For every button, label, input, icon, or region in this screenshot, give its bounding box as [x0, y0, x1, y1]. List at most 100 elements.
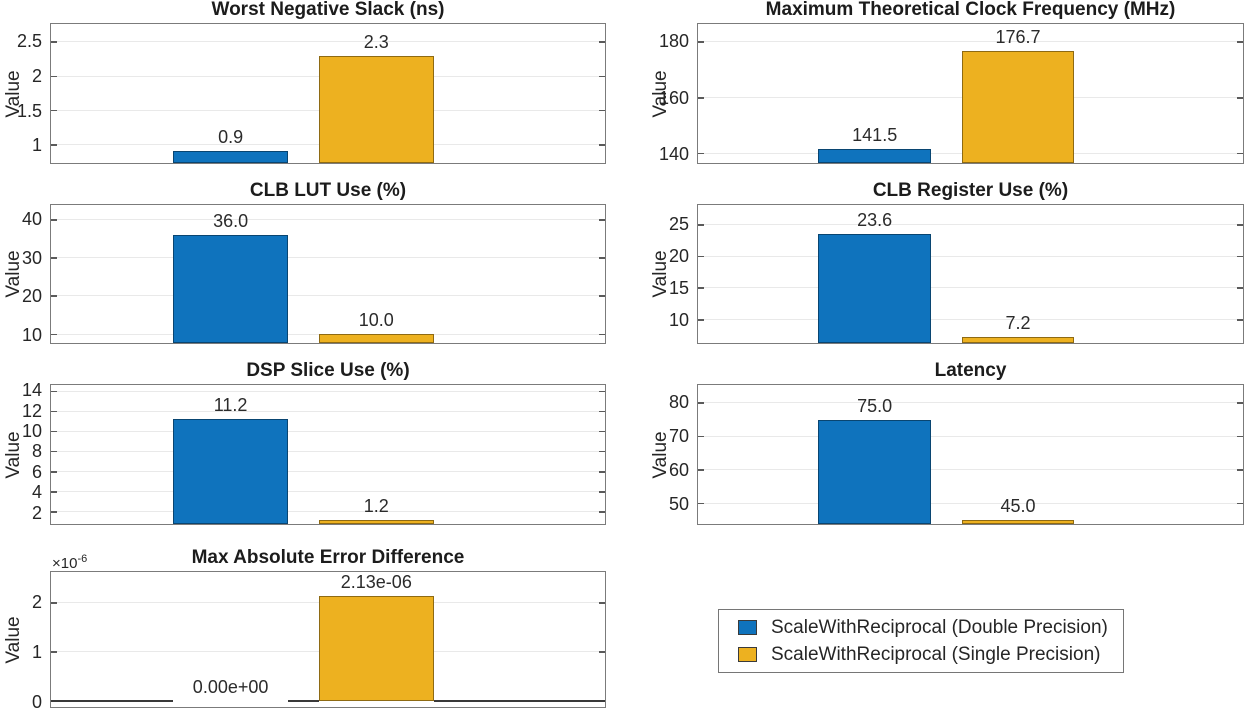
- gridline-y25: [698, 224, 1243, 226]
- y-tick-label-dsp-slice-use: 6: [31, 461, 42, 482]
- y-tick-right: [1237, 255, 1243, 258]
- y-tick-left: [51, 219, 57, 221]
- y-tick-label-dsp-slice-use: 8: [31, 441, 42, 462]
- gridline-y80: [698, 402, 1243, 404]
- y-tick-label-clb-register-use: 20: [668, 246, 689, 266]
- zero-baseline-segment: [433, 700, 605, 703]
- bar-double-precision-worst-negative-slack-ns: [173, 151, 288, 163]
- plot-area-max-absolute-error-difference: 0.00e+00 2.13e-06: [50, 571, 606, 708]
- y-tick-left: [698, 97, 704, 99]
- y-tick-right: [599, 410, 605, 413]
- y-tick-label-dsp-slice-use: 14: [21, 380, 42, 401]
- gridline-y8: [51, 450, 605, 452]
- chart-title-clb-lut-use: CLB LUT Use (%): [249, 180, 407, 201]
- y-tick-label-latency: 80: [668, 392, 689, 412]
- legend-label-single-precision: ScaleWithReciprocal (Single Precision): [771, 643, 1101, 665]
- gridline-y10: [51, 430, 605, 432]
- y-tick-label-latency: 70: [668, 426, 689, 446]
- bar-value-label-single-precision-latency: 45.0: [1000, 495, 1036, 516]
- axis-exponent-label-max-absolute-error-difference: ×10-6: [52, 553, 88, 572]
- chart-title-max-absolute-error-difference: Max Absolute Error Difference: [191, 547, 465, 568]
- gridline-y20: [698, 255, 1243, 257]
- gridline-y6: [51, 471, 605, 473]
- bar-value-label-double-precision-clb-lut-use: 36.0: [213, 210, 249, 231]
- y-tick-label-max-absolute-error-difference: 2: [31, 592, 42, 612]
- y-tick-label-max-absolute-error-difference: 1: [31, 642, 42, 662]
- gridline-y40: [51, 219, 605, 221]
- y-tick-right: [599, 450, 605, 453]
- chart-title-latency: Latency: [934, 360, 1007, 381]
- y-tick-right: [599, 75, 605, 78]
- y-tick-label-worst-negative-slack-ns: 2: [31, 65, 42, 86]
- bar-single-precision-max-absolute-error-difference: [319, 596, 434, 702]
- bar-double-precision-maximum-theoretical-clock-frequency-mhz: [818, 149, 931, 163]
- y-tick-right: [1237, 319, 1243, 321]
- y-tick-label-clb-lut-use: 30: [21, 247, 42, 268]
- y-tick-label-worst-negative-slack-ns: 1: [31, 135, 42, 156]
- bar-single-precision-dsp-slice-use: [319, 519, 434, 524]
- y-tick-left: [51, 471, 57, 473]
- bar-value-label-double-precision-dsp-slice-use: 11.2: [213, 395, 248, 416]
- y-tick-left: [51, 41, 57, 43]
- y-tick-label-dsp-slice-use: 4: [31, 482, 42, 503]
- y-tick-right: [1237, 97, 1243, 99]
- bar-double-precision-dsp-slice-use: [173, 419, 288, 524]
- gridline-y2: [51, 511, 605, 513]
- y-tick-right: [599, 511, 605, 513]
- bar-value-label-single-precision-max-absolute-error-difference: 2.13e-06: [340, 572, 412, 593]
- bar-single-precision-latency: [961, 519, 1075, 524]
- y-tick-left: [51, 602, 57, 604]
- gridline-y70: [698, 435, 1243, 437]
- bar-value-label-single-precision-maximum-theoretical-clock-frequency-mhz: 176.7: [995, 27, 1041, 48]
- y-tick-left: [51, 295, 57, 297]
- chart-title-maximum-theoretical-clock-frequency-mhz: Maximum Theoretical Clock Frequency (MHz…: [765, 0, 1176, 20]
- gridline-y30: [51, 257, 605, 259]
- chart-title-worst-negative-slack-ns: Worst Negative Slack (ns): [211, 0, 445, 20]
- y-tick-left: [51, 144, 57, 146]
- y-tick-right: [599, 109, 605, 112]
- plot-area-latency: 75.0 45.0: [697, 384, 1244, 525]
- gridline-y180: [698, 41, 1243, 43]
- y-tick-label-worst-negative-slack-ns: 1.5: [16, 100, 42, 121]
- y-tick-label-dsp-slice-use: 10: [21, 421, 42, 441]
- y-tick-left: [51, 75, 57, 78]
- y-tick-left: [698, 152, 704, 155]
- gridline-y10: [698, 319, 1243, 321]
- bar-value-label-single-precision-clb-register-use: 7.2: [1005, 313, 1031, 334]
- gridline-y2.5: [51, 41, 605, 43]
- y-tick-left: [51, 390, 57, 393]
- y-tick-label-clb-lut-use: 10: [21, 325, 42, 346]
- y-tick-label-clb-register-use: 25: [668, 213, 689, 234]
- y-tick-right: [599, 295, 605, 297]
- y-tick-label-dsp-slice-use: 2: [31, 502, 42, 523]
- legend-entry-single-precision: ScaleWithReciprocal (Single Precision): [738, 641, 1111, 668]
- zero-baseline-segment: [287, 700, 320, 703]
- y-tick-right: [1237, 224, 1243, 226]
- bar-value-label-double-precision-clb-register-use: 23.6: [857, 209, 893, 230]
- y-tick-right: [1237, 469, 1243, 471]
- gridline-y4: [51, 491, 605, 493]
- legend-swatch-single-precision-icon: [738, 647, 757, 662]
- y-tick-right: [599, 471, 605, 473]
- gridline-y20: [51, 295, 605, 297]
- gridline-y60: [698, 469, 1243, 471]
- bar-value-label-double-precision-max-absolute-error-difference: 0.00e+00: [192, 677, 269, 698]
- bar-double-precision-clb-lut-use: [173, 234, 288, 343]
- bar-value-label-double-precision-latency: 75.0: [857, 395, 893, 416]
- legend-swatch-double-precision-icon: [738, 620, 757, 635]
- gridline-y15: [698, 287, 1243, 289]
- y-tick-label-clb-register-use: 15: [668, 278, 689, 299]
- y-tick-label-maximum-theoretical-clock-frequency-mhz: 160: [658, 87, 689, 108]
- legend: ScaleWithReciprocal (Double Precision) S…: [718, 609, 1124, 673]
- y-tick-label-latency: 60: [668, 460, 689, 480]
- y-tick-right: [599, 430, 605, 433]
- bar-double-precision-clb-register-use: [818, 233, 931, 343]
- bar-double-precision-latency: [818, 419, 931, 524]
- bar-value-label-double-precision-maximum-theoretical-clock-frequency-mhz: 141.5: [852, 125, 898, 146]
- bar-single-precision-maximum-theoretical-clock-frequency-mhz: [961, 51, 1075, 163]
- bar-value-label-single-precision-clb-lut-use: 10.0: [358, 310, 394, 331]
- y-tick-right: [1237, 41, 1243, 43]
- y-tick-right: [1237, 435, 1243, 438]
- legend-label-double-precision: ScaleWithReciprocal (Double Precision): [771, 616, 1108, 638]
